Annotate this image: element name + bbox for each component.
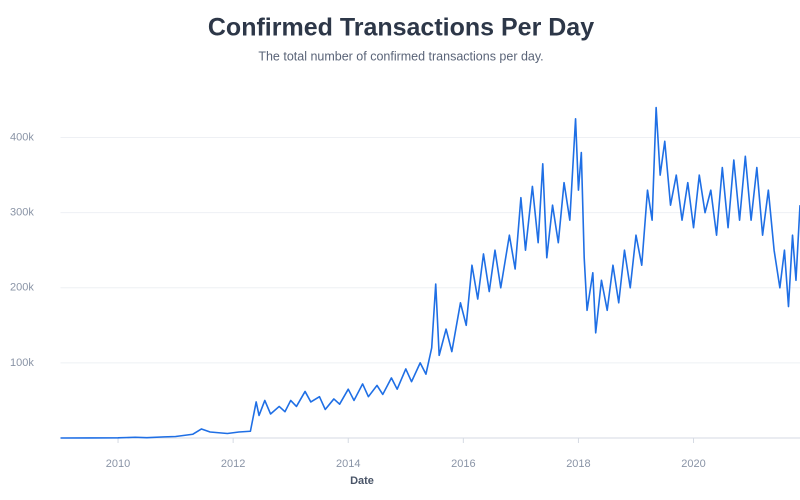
x-tick-label: 2018 — [566, 458, 590, 470]
y-tick-label: 100k — [10, 357, 34, 369]
y-tick-label: 400k — [10, 131, 34, 143]
x-tick-label: 2016 — [451, 458, 475, 470]
y-tick-label: 300k — [10, 207, 34, 219]
x-tick-label: 2020 — [681, 458, 705, 470]
x-tick-label: 2014 — [336, 458, 360, 470]
y-tick-label: 200k — [10, 282, 34, 294]
x-tick-label: 2010 — [106, 458, 130, 470]
x-axis-label: Date — [350, 475, 374, 487]
data-line — [60, 106, 800, 439]
x-tick-label: 2012 — [221, 458, 245, 470]
chart-subtitle: The total number of confirmed transactio… — [258, 49, 543, 63]
chart-title: Confirmed Transactions Per Day — [208, 14, 594, 42]
